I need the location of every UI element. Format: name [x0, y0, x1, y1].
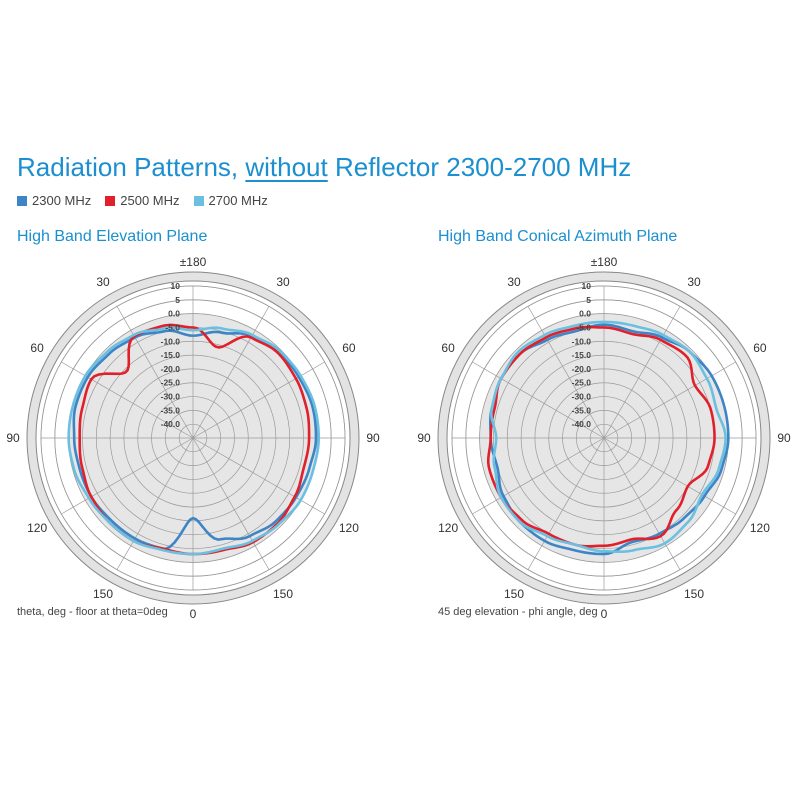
angular-gridline [527, 437, 605, 570]
angular-gridline [603, 437, 681, 570]
angle-tick-label: 60 [30, 341, 44, 355]
angular-gridline [603, 361, 736, 439]
polar-bezel-ring [27, 272, 359, 604]
angle-tick-label: 30 [507, 275, 521, 289]
radial-tick-label: 5 [586, 295, 591, 305]
title-emphasis: without [245, 152, 328, 182]
radial-tick-label: -30.0 [161, 392, 181, 402]
angle-tick-label: 0 [601, 607, 608, 621]
radial-tick-label: 0.0 [579, 309, 591, 319]
radial-tick-label: -10.0 [161, 336, 181, 346]
elevation-plane-title: High Band Elevation Plane [17, 228, 208, 245]
angular-gridline [61, 361, 194, 439]
angle-tick-label: 0 [190, 607, 197, 621]
radial-tick-label: -40.0 [161, 419, 181, 429]
angular-gridline [192, 306, 270, 439]
polar-bezel-outline [437, 271, 771, 605]
radial-tick-label: -20.0 [161, 364, 181, 374]
radial-tick-label: -35.0 [572, 405, 592, 415]
radial-tick-label: -10.0 [572, 336, 592, 346]
azimuth-plane-title: High Band Conical Azimuth Plane [438, 228, 678, 245]
legend-label-2700: 2700 MHz [208, 193, 268, 208]
angle-tick-label: ±180 [591, 255, 618, 269]
angle-tick-label: 60 [441, 341, 455, 355]
series-line-2300-mhz [72, 329, 318, 551]
legend-swatch-2500 [105, 195, 116, 206]
angular-gridline [116, 437, 194, 570]
angle-tick-label: 90 [6, 431, 20, 445]
radial-tick-label: -25.0 [161, 378, 181, 388]
angular-gridline [192, 437, 325, 515]
series-line-2700-mhz [489, 320, 727, 554]
radial-tick-label: -35.0 [161, 405, 181, 415]
angle-tick-label: 30 [96, 275, 110, 289]
radial-tick-label: -30.0 [572, 392, 592, 402]
polar-bezel-outline [26, 271, 360, 605]
radial-tick-label: 10 [582, 281, 592, 291]
radial-tick-label: 5 [175, 295, 180, 305]
azimuth-plane-footnote: 45 deg elevation - phi angle, deg [438, 606, 598, 618]
angular-gridline [61, 437, 194, 515]
angle-tick-label: 150 [273, 587, 293, 601]
angle-tick-label: 60 [753, 341, 767, 355]
angle-tick-label: 90 [417, 431, 431, 445]
radial-tick-label: -20.0 [572, 364, 592, 374]
elevation-plane-footnote: theta, deg - floor at theta=0deg [17, 606, 168, 618]
angle-tick-label: 120 [750, 521, 770, 535]
angle-tick-label: 120 [438, 521, 458, 535]
legend-item-2500: 2500 MHz [105, 193, 180, 208]
angular-gridline [116, 306, 194, 439]
angle-tick-label: 60 [342, 341, 356, 355]
legend-item-2700: 2700 MHz [193, 193, 268, 208]
legend: 2300 MHz 2500 MHz 2700 MHz [17, 193, 268, 208]
radial-tick-label: -5.0 [165, 322, 180, 332]
angle-tick-label: 30 [687, 275, 701, 289]
radial-tick-label: -15.0 [572, 350, 592, 360]
legend-label-2500: 2500 MHz [120, 193, 180, 208]
angular-gridline [192, 437, 270, 570]
legend-label-2300: 2300 MHz [32, 193, 92, 208]
series-line-2700-mhz [67, 326, 321, 556]
angle-tick-label: 90 [777, 431, 791, 445]
radial-tick-label: -40.0 [572, 419, 592, 429]
angle-tick-label: 120 [339, 521, 359, 535]
radial-tick-label: 0.0 [168, 309, 180, 319]
angle-tick-label: ±180 [180, 255, 207, 269]
angle-tick-label: 30 [276, 275, 290, 289]
angle-tick-label: 150 [504, 587, 524, 601]
angle-tick-label: 150 [684, 587, 704, 601]
legend-swatch-2700 [193, 195, 204, 206]
angle-tick-label: 90 [366, 431, 380, 445]
angle-tick-label: 150 [93, 587, 113, 601]
legend-swatch-2300 [17, 195, 27, 206]
radial-tick-label: -5.0 [576, 322, 591, 332]
legend-item-2300: 2300 MHz [17, 193, 91, 208]
elevation-polar-chart: ±180 30 60 90 120 150 0 150 120 90 60 30 10 5 0.0 -5.0 -… [6, 255, 380, 621]
angle-tick-label: 120 [27, 521, 47, 535]
angular-gridline [472, 361, 605, 439]
radial-tick-label: -25.0 [572, 378, 592, 388]
radial-tick-label: 10 [171, 281, 181, 291]
angular-gridline [527, 306, 605, 439]
angular-gridline [603, 306, 681, 439]
page-title: Radiation Patterns, without Reflector 23… [17, 152, 632, 182]
angular-gridline [472, 437, 605, 515]
angular-gridline [192, 361, 325, 439]
azimuth-polar-chart: ±180 30 60 90 120 150 0 150 120 90 60 30 10 5 0.0 -5.0 -… [417, 255, 791, 621]
angular-gridline [603, 437, 736, 515]
radial-tick-label: -15.0 [161, 350, 181, 360]
polar-bezel-ring [438, 272, 770, 604]
